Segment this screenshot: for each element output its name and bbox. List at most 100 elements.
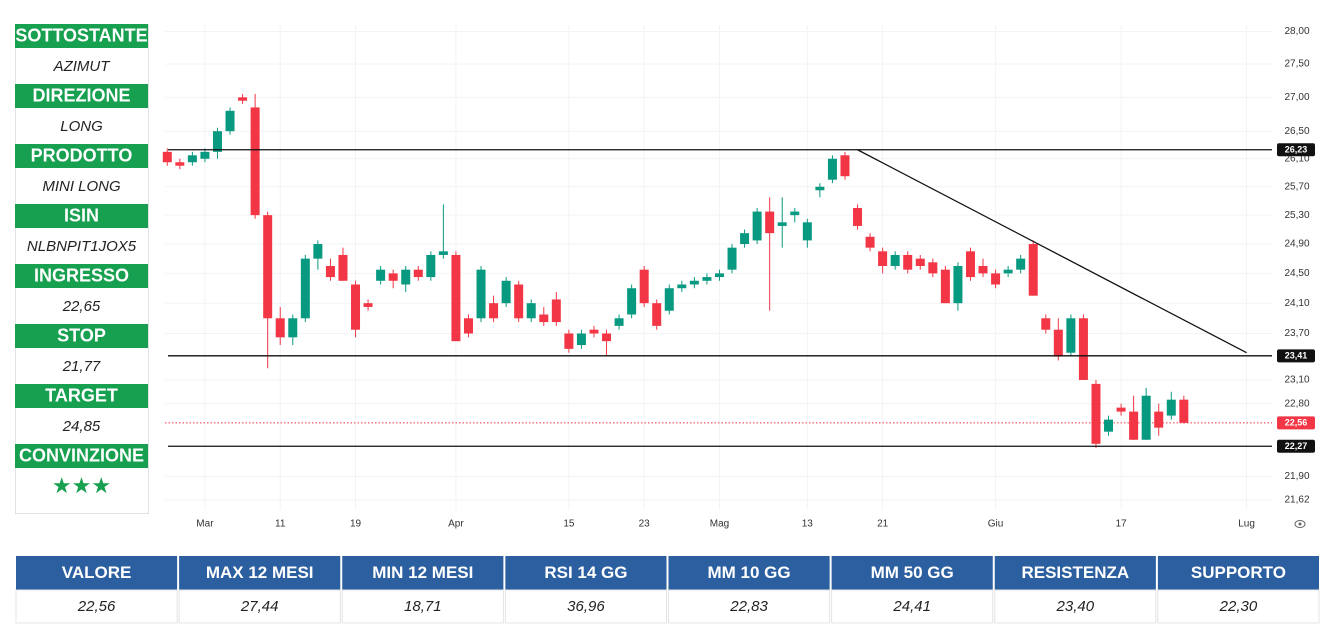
candle-body: [853, 208, 863, 226]
candle-body: [250, 107, 260, 216]
panel-label: PRODOTTO: [31, 145, 133, 165]
x-tick-label: Giu: [988, 519, 1004, 530]
candle-body: [338, 254, 348, 281]
table-value: 18,71: [404, 598, 442, 615]
candle-body: [175, 162, 185, 166]
level-box: [1277, 143, 1315, 157]
y-tick-label: 22,80: [1284, 398, 1309, 409]
panel-label-bg: [15, 444, 148, 468]
candle-body: [551, 299, 561, 323]
candle-body: [1066, 318, 1076, 353]
candle-body: [953, 265, 963, 304]
panel-label: INGRESSO: [34, 265, 129, 285]
y-tick-label: 25,70: [1284, 181, 1309, 192]
x-tick-label: Lug: [1238, 519, 1255, 530]
candle-body: [602, 333, 612, 342]
table-header: MIN 12 MESI: [372, 563, 473, 582]
candle-body: [1053, 329, 1063, 357]
table-header-cell: [505, 556, 667, 590]
candle-body: [225, 110, 235, 132]
x-tick-label: 21: [877, 519, 889, 530]
table-value: 22,30: [1219, 598, 1258, 615]
candle-body: [940, 269, 950, 304]
table-cell: [341, 589, 504, 624]
candle-body: [351, 284, 361, 330]
y-tick-label: 23,70: [1284, 328, 1309, 339]
candle-body: [463, 318, 473, 334]
candle-body: [689, 280, 699, 285]
candle-body: [878, 251, 888, 266]
panel-label: SOTTOSTANTE: [15, 25, 147, 45]
table-header-cell: [994, 556, 1156, 590]
panel-label-bg: [15, 204, 148, 228]
y-tick-label: 27,50: [1284, 59, 1309, 70]
candle-body: [614, 318, 624, 326]
panel-value: ★★★: [52, 473, 111, 498]
table-header-cell: [342, 556, 504, 590]
panel-label-bg: [15, 324, 148, 348]
candle-body: [827, 158, 837, 180]
table-header: RESISTENZA: [1021, 563, 1129, 582]
panel-value: LONG: [60, 118, 103, 135]
panel-value: NLBNPIT1JOX5: [27, 238, 137, 255]
table-header: SUPPORTO: [1191, 563, 1286, 582]
table-header: MAX 12 MESI: [206, 563, 314, 582]
table-header: MM 50 GG: [871, 563, 954, 582]
candle-body: [802, 222, 812, 241]
panel-value: MINI LONG: [42, 178, 121, 195]
table-header-cell: [16, 556, 178, 590]
x-tick-label: 23: [639, 519, 651, 530]
panel-value: AZIMUT: [53, 58, 112, 75]
table-header-cell: [179, 556, 341, 590]
level-box: [1277, 349, 1315, 363]
level-label: 26,23: [1285, 145, 1308, 155]
candle-body: [376, 269, 386, 281]
candle-body: [1179, 399, 1189, 423]
y-tick-label: 26,50: [1284, 126, 1309, 137]
table-cell: [668, 589, 831, 624]
table-value: 22,56: [77, 598, 116, 615]
table-value: 23,40: [1056, 598, 1095, 615]
candle-body: [652, 303, 662, 326]
candle-body: [1141, 395, 1151, 440]
candle-body: [1028, 244, 1038, 296]
candle-body: [714, 273, 724, 278]
y-tick-label: 26,10: [1284, 153, 1309, 164]
candle-body: [187, 155, 197, 163]
candle-body: [238, 97, 248, 101]
candle-body: [627, 288, 637, 315]
candle-body: [564, 333, 574, 349]
candle-body: [426, 254, 436, 278]
y-tick-label: 21,62: [1284, 495, 1309, 506]
y-tick-label: 25,30: [1284, 210, 1309, 221]
candle-body: [451, 254, 461, 342]
candle-body: [740, 233, 750, 245]
candle-body: [777, 222, 787, 226]
candle-body: [1166, 399, 1176, 416]
panel-label-bg: [15, 144, 148, 168]
candle-body: [501, 280, 511, 304]
candle-body: [476, 269, 486, 319]
candle-body: [1129, 411, 1139, 440]
panel-label: STOP: [57, 325, 106, 345]
x-tick-label: Apr: [448, 519, 464, 530]
candle-body: [1041, 318, 1051, 330]
candle-body: [576, 333, 586, 346]
settings-icon: [1294, 520, 1306, 528]
candle-body: [1078, 318, 1088, 380]
candle-body: [212, 131, 222, 152]
y-tick-label: 21,90: [1284, 471, 1309, 482]
table-header-cell: [1157, 556, 1319, 590]
candle-body: [300, 258, 310, 319]
panel-label: CONVINZIONE: [19, 445, 144, 465]
table-cell: [994, 589, 1157, 624]
y-tick-label: 23,10: [1284, 375, 1309, 386]
panel-label: TARGET: [45, 385, 118, 405]
candle-body: [325, 265, 335, 278]
panel-label-bg: [15, 84, 148, 108]
trendline: [857, 149, 1247, 354]
candle-body: [200, 151, 210, 159]
y-tick-label: 24,10: [1284, 298, 1309, 309]
table-header-cell: [668, 556, 830, 590]
